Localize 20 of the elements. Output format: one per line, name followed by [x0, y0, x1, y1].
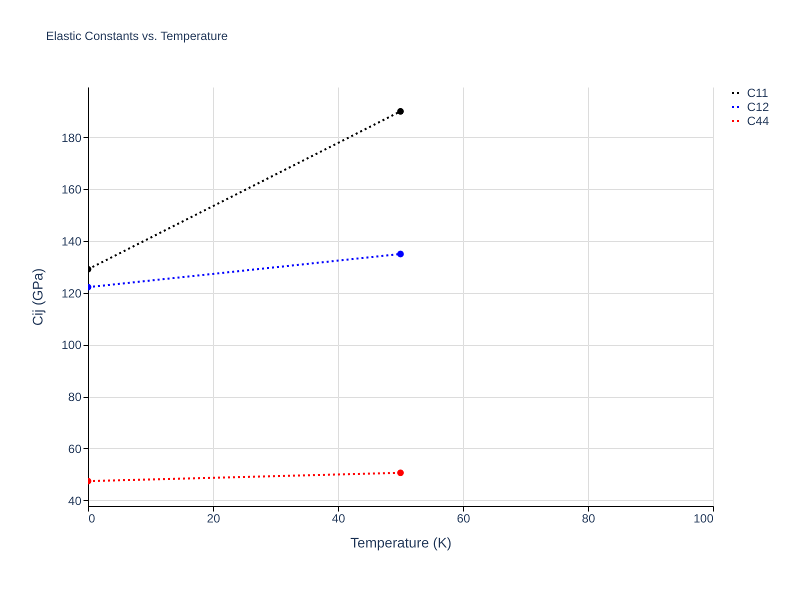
- y-tick-label: 180: [61, 130, 82, 145]
- x-tick-label: 80: [582, 512, 596, 526]
- legend-label: C11: [747, 86, 768, 100]
- legend-label: C12: [747, 100, 770, 114]
- y-tick-label: 120: [61, 286, 82, 300]
- x-tick-label: 100: [693, 512, 714, 526]
- x-tick-label: 60: [456, 512, 470, 526]
- legend-label: C44: [747, 114, 770, 128]
- y-tick-label: 40: [68, 494, 82, 508]
- x-tick-label: 0: [88, 512, 96, 526]
- y-tick-label: 80: [68, 390, 82, 404]
- y-axis-title: Cij (GPa): [29, 268, 46, 326]
- y-tick-label: 100: [61, 338, 82, 352]
- y-tick-label: 60: [68, 442, 82, 456]
- y-tick-label: 160: [61, 182, 82, 197]
- x-tick-label: 40: [332, 512, 346, 526]
- x-tick-label: 20: [206, 512, 220, 526]
- chart-title: Elastic Constants vs. Temperature: [46, 29, 228, 43]
- x-axis-title: Temperature (K): [350, 534, 452, 550]
- y-tick-label: 140: [61, 234, 82, 249]
